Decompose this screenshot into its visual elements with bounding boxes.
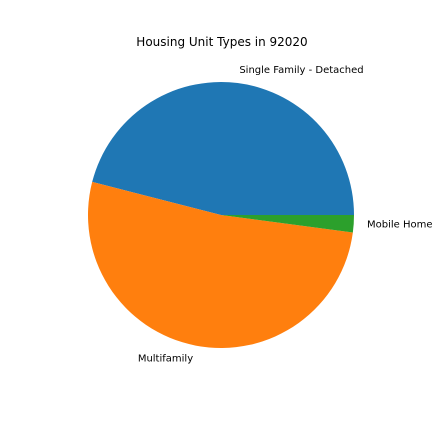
- pie-slice-mobile-home: [221, 215, 354, 233]
- chart-title: Housing Unit Types in 92020: [136, 35, 307, 49]
- pie-slice-multifamily: [88, 181, 353, 348]
- pie-label-mobile-home: Mobile Home: [367, 220, 432, 231]
- pie-label-single-family-detached: Single Family - Detached: [239, 65, 363, 76]
- pie-labels: Single Family - Detached Multifamily Mobil…: [138, 65, 432, 365]
- pie-slices: [88, 81, 354, 348]
- pie-slice-single-family-detached: [92, 81, 354, 216]
- pie-label-multifamily: Multifamily: [138, 354, 193, 365]
